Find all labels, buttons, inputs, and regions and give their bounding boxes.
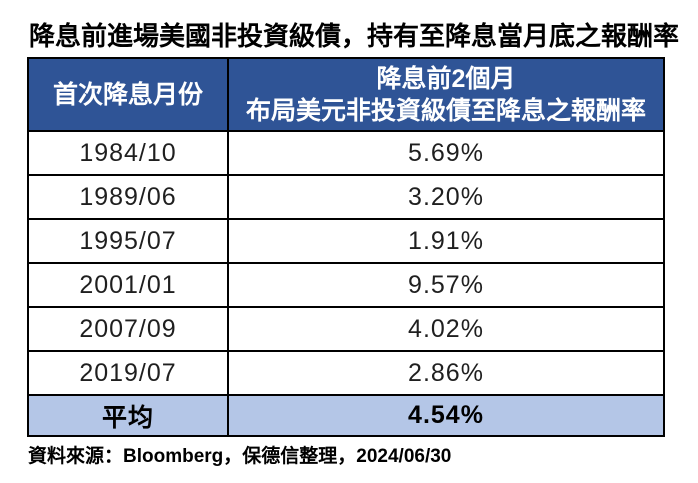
cell-return: 4.02% <box>227 306 665 352</box>
summary-value: 4.54% <box>227 394 665 437</box>
table-row: 2001/01 9.57% <box>27 262 665 308</box>
cell-month: 2001/01 <box>27 262 229 308</box>
column-header-return: 降息前2個月 布局美元非投資級債至降息之報酬率 <box>227 57 665 132</box>
cell-month: 1989/06 <box>27 174 229 220</box>
summary-label: 平均 <box>27 394 229 437</box>
column-header-return-line1: 降息前2個月 <box>376 64 516 93</box>
table-summary-row: 平均 4.54% <box>27 394 665 437</box>
table-header-row: 首次降息月份 降息前2個月 布局美元非投資級債至降息之報酬率 <box>27 57 665 132</box>
table-row: 2007/09 4.02% <box>27 306 665 352</box>
column-header-first-cut-month: 首次降息月份 <box>27 57 229 132</box>
cell-return: 1.91% <box>227 218 665 264</box>
cell-month: 1995/07 <box>27 218 229 264</box>
table-row: 1984/10 5.69% <box>27 130 665 176</box>
cell-return: 3.20% <box>227 174 665 220</box>
cell-month: 2007/09 <box>27 306 229 352</box>
column-header-return-line2: 布局美元非投資級債至降息之報酬率 <box>245 96 646 125</box>
cell-return: 2.86% <box>227 350 665 396</box>
returns-table: 首次降息月份 降息前2個月 布局美元非投資級債至降息之報酬率 1984/10 5… <box>27 57 665 437</box>
cell-month: 2019/07 <box>27 350 229 396</box>
cell-month: 1984/10 <box>27 130 229 176</box>
cell-return: 5.69% <box>227 130 665 176</box>
table-row: 1995/07 1.91% <box>27 218 665 264</box>
cell-return: 9.57% <box>227 262 665 308</box>
table-row: 1989/06 3.20% <box>27 174 665 220</box>
source-note: 資料來源：Bloomberg，保德信整理，2024/06/30 <box>28 446 452 467</box>
table-row: 2019/07 2.86% <box>27 350 665 396</box>
page-title: 降息前進場美國非投資級債，持有至降息當月底之報酬率 <box>29 21 680 51</box>
